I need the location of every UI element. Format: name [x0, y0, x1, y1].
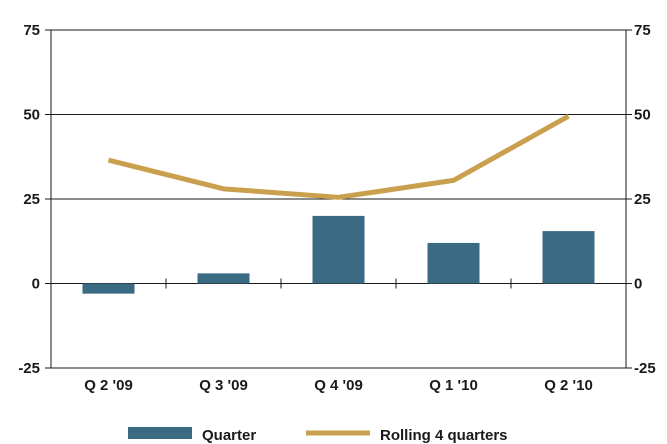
y-axis-left-ticks: -25 0 25 50 75 [18, 22, 51, 377]
legend-label-rolling: Rolling 4 quarters [380, 427, 508, 444]
legend-swatch-quarter [128, 427, 192, 439]
line-series-rolling [107, 114, 570, 200]
x-tick-label: Q 1 '10 [429, 377, 478, 394]
bar-quarter [197, 273, 250, 284]
line-rolling-4-quarters [107, 114, 570, 200]
y-axis-right-ticks: -25 0 25 50 75 [626, 22, 656, 377]
bar-quarter [82, 283, 135, 294]
y-tick-label-right: 50 [634, 107, 651, 124]
y-tick-label-left: 50 [23, 107, 40, 124]
bar-quarter [542, 231, 595, 284]
y-tick-label-left: 25 [23, 191, 40, 208]
legend: Quarter Rolling 4 quarters [128, 427, 508, 444]
bar-quarter [427, 242, 480, 284]
y-tick-label-left: 0 [32, 276, 40, 293]
y-tick-label-right: -25 [634, 360, 656, 377]
legend-label-quarter: Quarter [202, 427, 256, 444]
x-axis-ticks: Q 2 '09 Q 3 '09 Q 4 '09 Q 1 '10 Q 2 '10 [84, 278, 593, 394]
y-tick-label-right: 25 [634, 191, 651, 208]
x-tick-label: Q 2 '09 [84, 377, 133, 394]
bar-quarter [312, 215, 365, 284]
x-tick-label: Q 2 '10 [544, 377, 593, 394]
bar-series-quarter [82, 215, 595, 294]
y-tick-label-right: 75 [634, 22, 651, 39]
y-tick-label-left: -25 [18, 360, 40, 377]
y-tick-label-left: 75 [23, 22, 40, 39]
x-tick-label: Q 3 '09 [199, 377, 248, 394]
x-tick-label: Q 4 '09 [314, 377, 363, 394]
y-tick-label-right: 0 [634, 276, 642, 293]
